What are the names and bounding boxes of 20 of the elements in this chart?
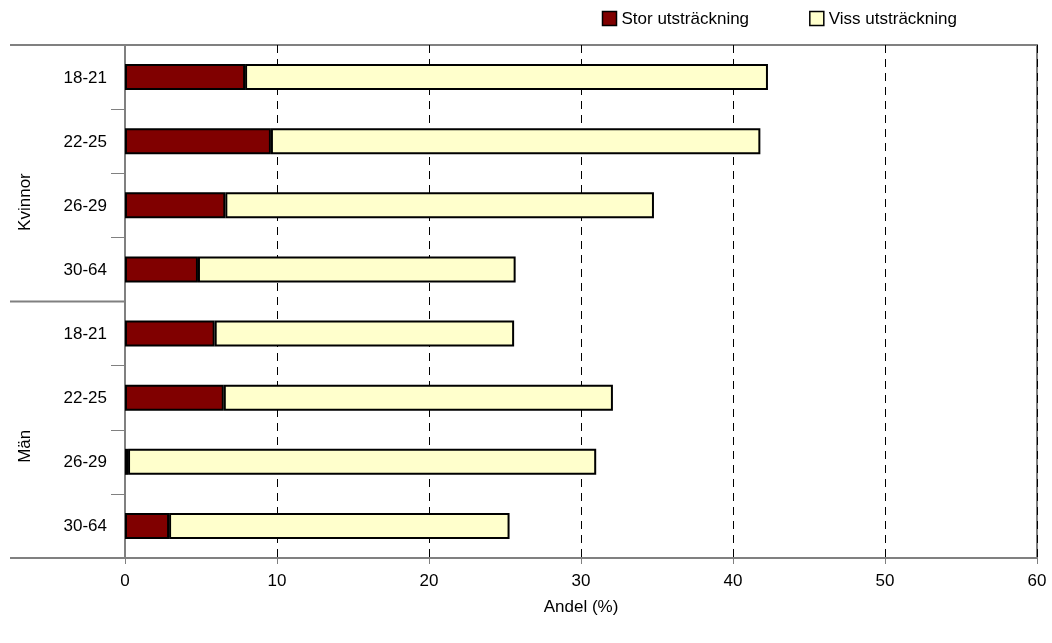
y-tick-label: 30-64 — [63, 259, 107, 279]
x-tick-label: 30 — [571, 571, 591, 590]
y-tick-label: 26-29 — [63, 195, 107, 215]
legend-label: Stor utsträckning — [621, 9, 750, 28]
y-tick-label: 22-25 — [63, 388, 107, 408]
legend-label: Viss utsträckning — [828, 9, 958, 28]
text: Kvinnor — [15, 172, 34, 231]
y-tick-label: 30-64 — [63, 516, 107, 536]
y-tick-label: 26-29 — [63, 452, 107, 472]
x-axis-title: Andel (%) — [543, 597, 619, 616]
x-tick-label: 10 — [267, 571, 287, 590]
x-tick-label: 50 — [875, 571, 895, 590]
x-tick-label: 40 — [723, 571, 743, 590]
text: Män — [15, 429, 34, 463]
y-tick-label: 18-21 — [63, 67, 107, 87]
x-tick-label: 20 — [419, 571, 439, 590]
y-tick-label: 18-21 — [63, 324, 107, 344]
y-tick-label: 22-25 — [63, 131, 107, 151]
x-tick-label: 0 — [120, 571, 130, 590]
x-tick-label: 60 — [1027, 571, 1047, 590]
